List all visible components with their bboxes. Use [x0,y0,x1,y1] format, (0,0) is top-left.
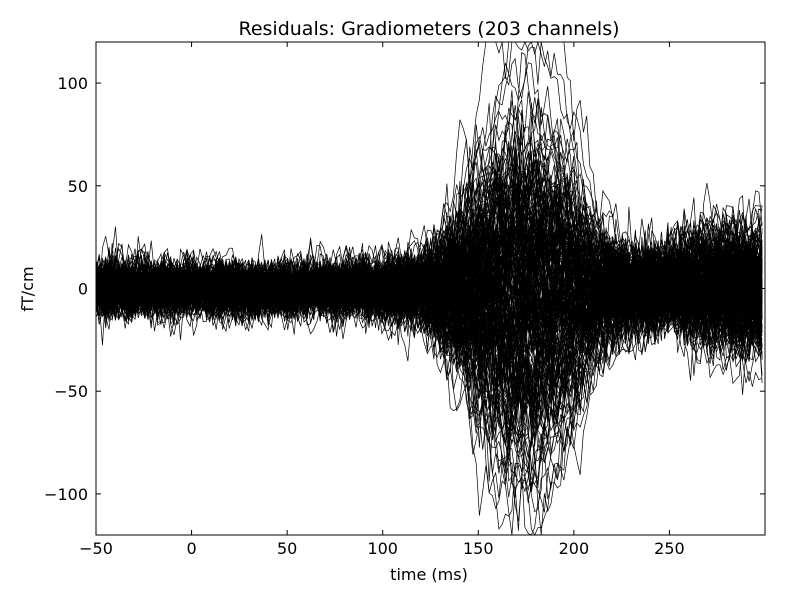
y-tick-label: −100 [44,485,88,504]
y-tick-label: −50 [54,382,88,401]
x-tick-label: 250 [654,539,685,558]
x-axis: −50 0 50 100 150 200 250 [79,42,685,558]
channel-trace [95,208,763,370]
x-tick-label: 150 [463,539,494,558]
y-tick-label: 50 [68,177,88,196]
x-tick-label: 100 [367,539,398,558]
y-tick-label: 0 [78,280,88,299]
channel-trace [95,102,763,331]
chart-title: Residuals: Gradiometers (203 channels) [238,18,619,40]
channel-trace [95,197,763,340]
channel-trace [95,250,763,419]
x-tick-label: 50 [277,539,297,558]
x-tick-label: −50 [79,539,113,558]
x-tick-label: 200 [559,539,590,558]
channel-trace [95,226,763,326]
y-axis-label: fT/cm [18,266,37,311]
y-tick-label: 100 [57,74,88,93]
x-tick-label: 0 [186,539,196,558]
y-axis: −100 −50 0 50 100 [44,74,765,504]
x-axis-label: time (ms) [390,565,468,584]
channel-traces [95,41,763,536]
channel-trace [95,178,763,353]
